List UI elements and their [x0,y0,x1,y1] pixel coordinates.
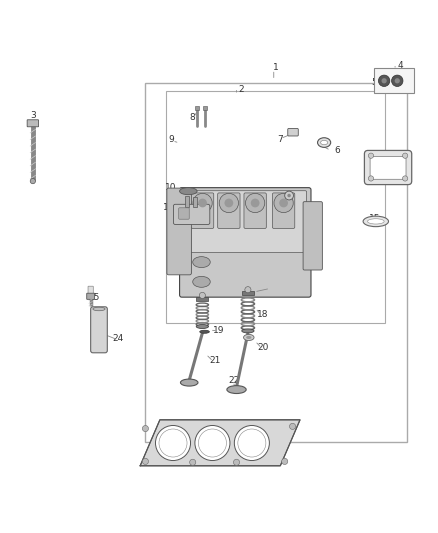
Ellipse shape [180,188,197,195]
Text: 2: 2 [238,85,244,94]
Polygon shape [140,420,300,466]
Circle shape [245,287,251,293]
Circle shape [403,153,408,158]
FancyBboxPatch shape [191,193,214,229]
Text: 18: 18 [257,310,268,319]
Ellipse shape [363,216,389,227]
Circle shape [378,75,390,86]
Ellipse shape [227,386,246,393]
Circle shape [224,199,233,207]
FancyBboxPatch shape [88,286,93,295]
Circle shape [142,425,148,432]
Ellipse shape [321,140,328,145]
Ellipse shape [196,325,208,328]
Circle shape [142,458,148,464]
Text: 17: 17 [205,290,216,300]
Circle shape [392,75,403,86]
Bar [374,68,414,93]
Circle shape [368,176,374,181]
Ellipse shape [318,138,331,147]
Text: 4: 4 [398,61,403,69]
Text: 21: 21 [209,356,220,365]
Circle shape [234,425,269,461]
Circle shape [195,425,230,461]
FancyBboxPatch shape [87,293,95,300]
Circle shape [282,458,288,464]
Circle shape [368,153,374,158]
Circle shape [198,199,207,207]
Circle shape [190,459,196,465]
Text: 25: 25 [88,293,100,302]
FancyBboxPatch shape [364,150,412,184]
Bar [185,196,189,207]
FancyBboxPatch shape [167,188,191,275]
Text: 19: 19 [213,326,225,335]
FancyBboxPatch shape [303,201,322,270]
Text: 14: 14 [380,166,391,175]
Circle shape [395,78,400,84]
Ellipse shape [200,330,209,333]
Bar [193,197,197,207]
Circle shape [290,423,296,430]
FancyBboxPatch shape [180,188,311,297]
Text: 11: 11 [163,203,174,212]
FancyBboxPatch shape [179,208,189,219]
Circle shape [274,193,293,213]
Text: 3: 3 [30,111,36,120]
Text: 10: 10 [165,183,177,192]
Text: 6: 6 [334,146,340,155]
Text: 20: 20 [257,343,268,352]
Bar [145,83,407,442]
Circle shape [193,193,212,213]
Ellipse shape [244,334,254,341]
Bar [203,106,207,110]
FancyBboxPatch shape [288,128,298,136]
Bar [166,91,385,324]
Bar [195,106,199,110]
Circle shape [199,292,205,298]
Circle shape [403,176,408,181]
Circle shape [285,191,293,200]
Text: 7: 7 [277,135,283,144]
Text: 9: 9 [168,135,174,144]
Text: 8: 8 [190,113,196,122]
Circle shape [233,459,240,465]
FancyBboxPatch shape [27,120,39,127]
Circle shape [245,193,265,213]
Text: 1: 1 [273,63,279,72]
Text: 24: 24 [113,334,124,343]
Ellipse shape [93,307,105,311]
Text: 15: 15 [369,214,380,223]
Text: 13: 13 [283,190,295,199]
Text: 16: 16 [266,284,277,293]
Circle shape [381,78,387,84]
FancyBboxPatch shape [244,193,266,229]
Ellipse shape [193,276,210,287]
FancyBboxPatch shape [184,191,307,253]
Bar [242,292,254,295]
Circle shape [219,193,238,213]
Circle shape [155,425,191,461]
Ellipse shape [367,219,384,224]
Circle shape [30,179,35,184]
Bar [196,297,208,301]
Circle shape [251,199,259,207]
Ellipse shape [246,336,251,339]
Text: 5: 5 [371,78,378,87]
Ellipse shape [180,379,198,386]
Ellipse shape [242,329,254,333]
Text: 23: 23 [209,441,220,450]
FancyBboxPatch shape [91,307,107,353]
Text: 22: 22 [229,376,240,385]
FancyBboxPatch shape [272,193,295,229]
Circle shape [287,194,291,197]
Text: 12: 12 [189,205,201,214]
FancyBboxPatch shape [173,204,210,224]
FancyBboxPatch shape [370,157,406,179]
FancyBboxPatch shape [218,193,240,229]
Circle shape [279,199,288,207]
Ellipse shape [193,257,210,268]
